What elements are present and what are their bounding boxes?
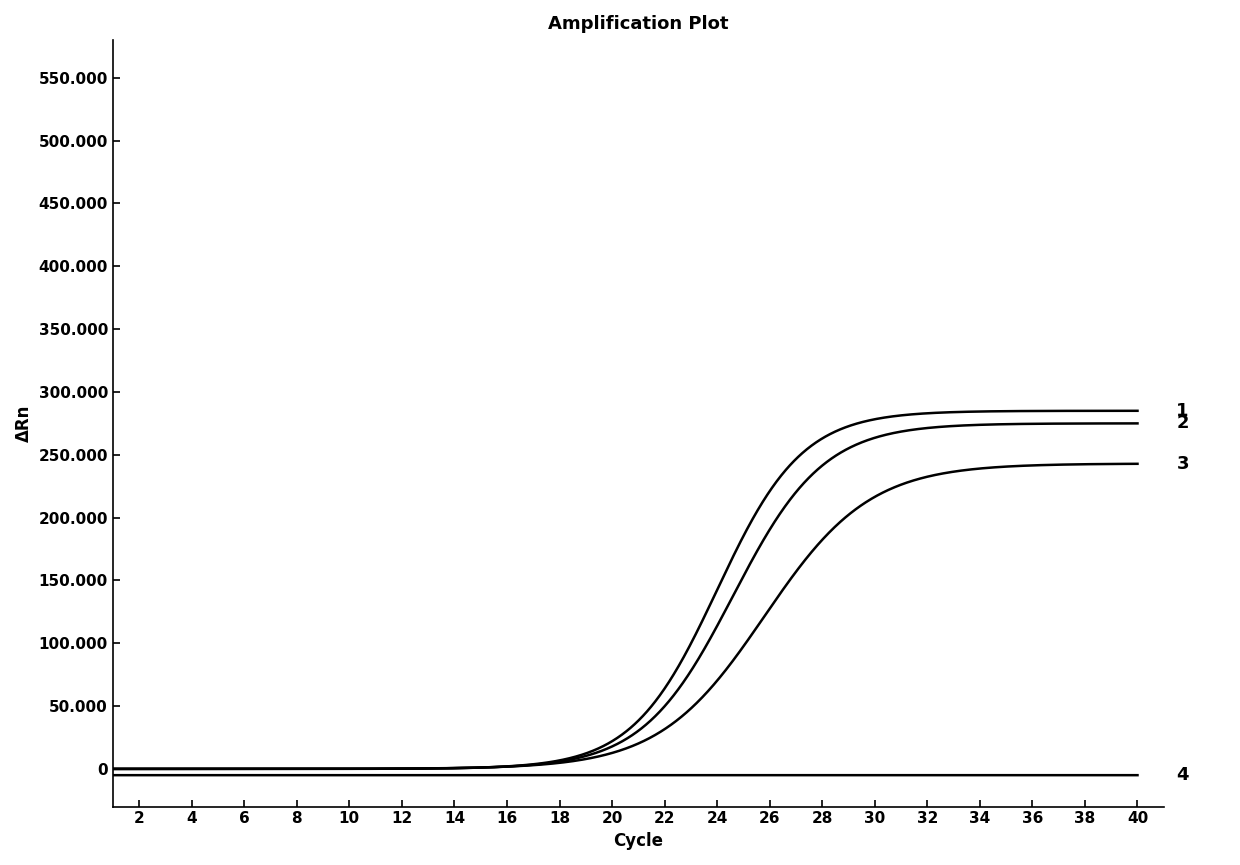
Text: 2: 2 (1177, 414, 1189, 432)
Text: 1: 1 (1177, 401, 1189, 420)
Y-axis label: ΔRn: ΔRn (15, 405, 33, 442)
Text: 3: 3 (1177, 454, 1189, 472)
X-axis label: Cycle: Cycle (614, 832, 663, 850)
Title: Amplification Plot: Amplification Plot (548, 15, 729, 33)
Text: 4: 4 (1177, 766, 1189, 785)
